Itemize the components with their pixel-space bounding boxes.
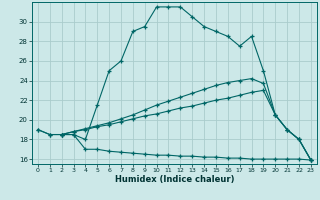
X-axis label: Humidex (Indice chaleur): Humidex (Indice chaleur) — [115, 175, 234, 184]
